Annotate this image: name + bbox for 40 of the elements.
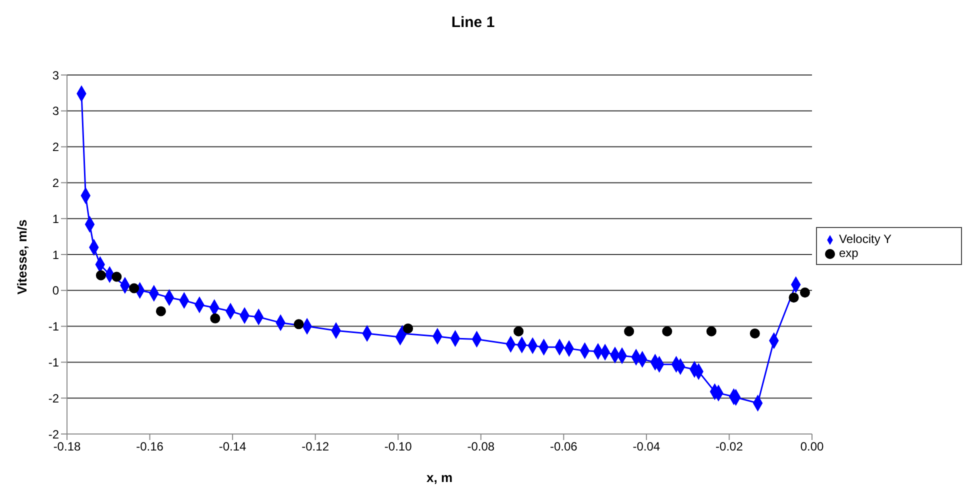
x-tick-label: -0.18 [53, 440, 81, 454]
point [750, 328, 760, 338]
point [706, 326, 716, 336]
y-axis-title: Vitesse, m/s [14, 220, 30, 294]
x-tick-label: -0.14 [218, 440, 247, 454]
point [294, 319, 304, 330]
x-tick-label: 0.00 [800, 440, 824, 454]
point [800, 288, 810, 298]
x-tick-label: -0.12 [302, 440, 330, 454]
x-tick-label: -0.06 [550, 440, 578, 454]
x-tick-label: -0.02 [716, 440, 744, 454]
y-tick-label: 2 [52, 176, 60, 190]
point [96, 270, 106, 280]
point [514, 326, 524, 336]
x-tick-label: -0.16 [136, 440, 164, 454]
y-tick-label: -2 [48, 427, 60, 442]
point [210, 313, 220, 324]
y-tick-label: 0 [52, 284, 60, 298]
x-tick-label: -0.08 [467, 440, 495, 454]
point [662, 326, 672, 336]
legend-label: exp [839, 246, 858, 260]
chart-title: Line 1 [450, 14, 496, 31]
y-tick-label: 3 [52, 68, 60, 82]
point [156, 306, 166, 316]
y-tick-label: 1 [52, 212, 60, 226]
point [788, 292, 799, 303]
x-tick-label: -0.10 [384, 440, 412, 454]
y-tick-label: 3 [52, 104, 60, 118]
y-tick-label: -2 [48, 391, 60, 406]
x-axis-title: x, m [426, 470, 453, 485]
x-tick-label: -0.04 [632, 440, 660, 454]
y-tick-label: -1 [48, 320, 60, 334]
y-tick-label: -1 [48, 355, 60, 370]
y-tick-label: 2 [52, 140, 60, 154]
point [403, 323, 414, 334]
y-tick-label: 1 [52, 248, 60, 262]
point [112, 272, 122, 282]
legend-label: Velocity Y [839, 232, 892, 246]
point [129, 283, 140, 294]
point [624, 326, 634, 336]
